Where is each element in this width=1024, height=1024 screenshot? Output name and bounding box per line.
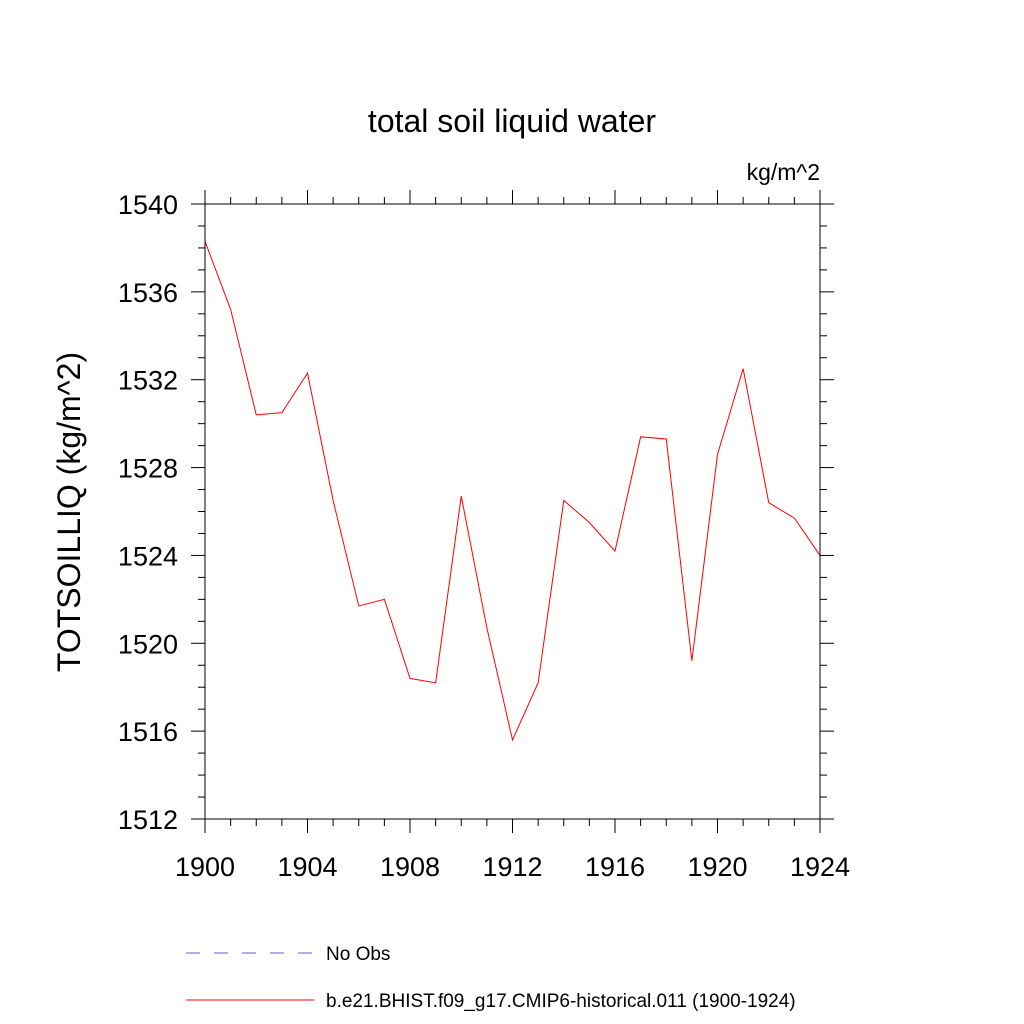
legend-label-no-obs: No Obs — [326, 944, 390, 965]
legend: No Obs b.e21.BHIST.f09_g17.CMIP6-histori… — [186, 944, 796, 1012]
x-tick-label: 1920 — [687, 852, 747, 882]
y-axis-label: TOTSOILLIQ (kg/m^2) — [51, 352, 87, 672]
y-tick-label: 1516 — [118, 717, 178, 747]
y-tick-label: 1540 — [118, 190, 178, 220]
y-tick-label: 1512 — [118, 805, 178, 835]
series-line-0 — [204, 241, 821, 742]
axis-ticks — [191, 190, 834, 833]
y-tick-label: 1524 — [118, 541, 178, 571]
x-tick-label: 1900 — [175, 852, 235, 882]
chart-title: total soil liquid water — [368, 103, 656, 139]
y-tick-label: 1528 — [118, 454, 178, 484]
series-layer — [204, 241, 821, 742]
x-tick-label: 1912 — [482, 852, 542, 882]
plot-frame — [204, 203, 821, 820]
y-tick-label: 1536 — [118, 278, 178, 308]
x-tick-label: 1904 — [277, 852, 337, 882]
legend-label-model: b.e21.BHIST.f09_g17.CMIP6-historical.011… — [326, 991, 796, 1012]
y-tick-label: 1532 — [118, 366, 178, 396]
x-tick-label: 1908 — [380, 852, 440, 882]
units-label: kg/m^2 — [747, 159, 820, 185]
x-tick-label: 1924 — [790, 852, 850, 882]
x-tick-label: 1916 — [585, 852, 645, 882]
y-tick-label: 1520 — [118, 629, 178, 659]
tick-labels: 1900 1904 1908 1912 1916 1920 1924 1512 1516 1520… — [118, 190, 850, 882]
